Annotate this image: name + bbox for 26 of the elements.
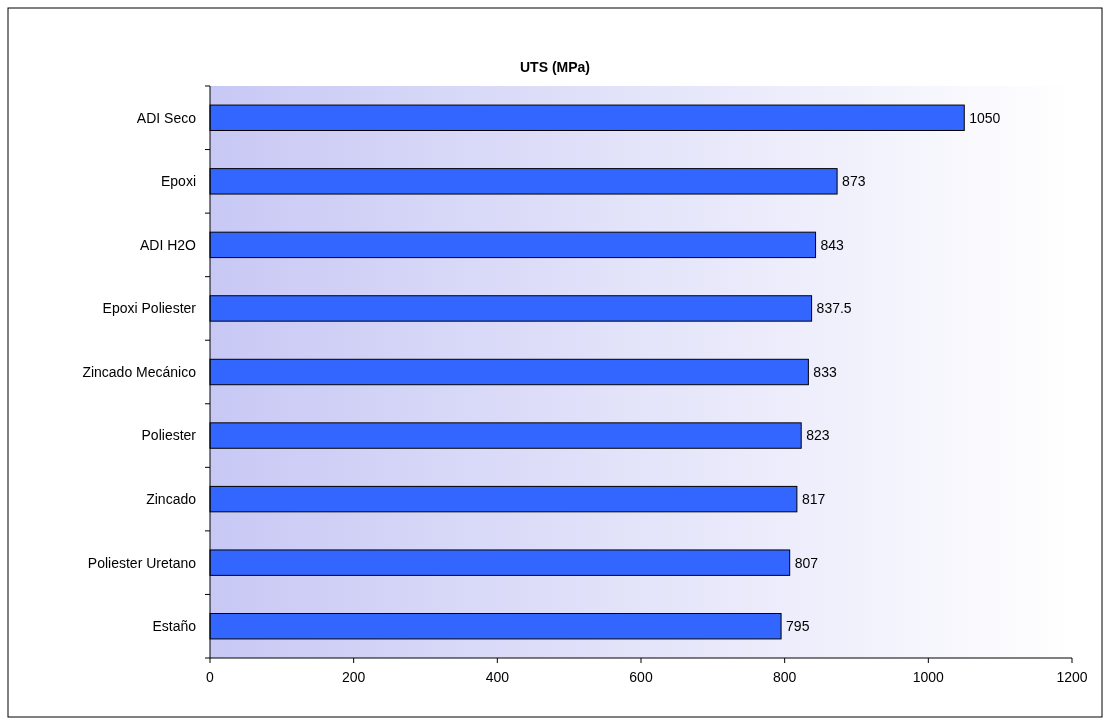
y-tick-label: ADI Seco bbox=[136, 109, 197, 126]
data-label: 817 bbox=[801, 491, 826, 508]
data-label: 833 bbox=[813, 363, 837, 380]
x-tick-label: 0 bbox=[206, 669, 215, 685]
x-tick-label: 1200 bbox=[1056, 669, 1088, 685]
y-tick-label: Poliester bbox=[141, 427, 197, 444]
data-label: 843 bbox=[820, 236, 845, 253]
data-label: 837.5 bbox=[816, 300, 852, 317]
y-tick-label: ADI H2O bbox=[139, 236, 197, 253]
y-tick-label: Zincado Mecánico bbox=[82, 363, 197, 380]
data-label: 873 bbox=[842, 173, 866, 190]
x-tick-label: 200 bbox=[341, 669, 366, 685]
chart-title: UTS (MPa) bbox=[520, 59, 590, 75]
y-tick-label: Epoxi bbox=[160, 173, 196, 190]
x-tick-label: 800 bbox=[772, 669, 797, 685]
data-label: 795 bbox=[786, 618, 810, 635]
y-tick-label: Epoxi Poliester bbox=[102, 300, 197, 317]
y-tick-label: Estaño bbox=[152, 618, 197, 635]
x-tick-label: 600 bbox=[629, 669, 653, 685]
x-tick-label: 1000 bbox=[912, 669, 945, 685]
y-tick-label: Poliester Uretano bbox=[87, 554, 197, 571]
y-tick-label: Zincado bbox=[146, 491, 197, 508]
data-label: 807 bbox=[794, 554, 819, 571]
x-tick-label: 400 bbox=[485, 669, 510, 685]
data-label: 823 bbox=[806, 427, 830, 444]
data-label: 1050 bbox=[969, 109, 1001, 126]
